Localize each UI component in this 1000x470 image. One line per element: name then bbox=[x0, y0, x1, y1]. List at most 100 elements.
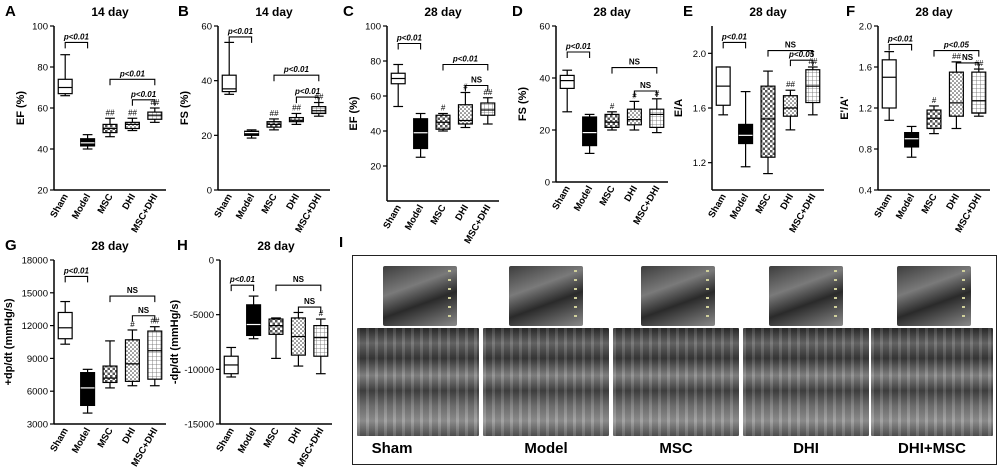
box-msc-dhi-c bbox=[480, 102, 496, 116]
significance-mark-dhi-a: ## bbox=[128, 108, 137, 117]
box-model-f bbox=[904, 132, 920, 148]
echo-label-msc: MSC bbox=[659, 440, 693, 457]
significance-bracket-e-0 bbox=[722, 41, 747, 49]
box-sham-b bbox=[221, 74, 237, 93]
significance-bracket-b-1 bbox=[273, 74, 320, 82]
x-tick-label-msc-a: MSC bbox=[96, 192, 116, 216]
box-msc-g bbox=[102, 365, 118, 384]
significance-label-d-2: NS bbox=[640, 81, 652, 90]
y-tick-label-d: 60 bbox=[539, 22, 550, 33]
significance-label-c-1: p<0.01 bbox=[452, 55, 479, 64]
box-sham-a bbox=[57, 78, 73, 95]
chart-title-a: 14 day bbox=[91, 5, 129, 19]
significance-bracket-h-0 bbox=[230, 284, 255, 292]
significance-label-b-2: p<0.01 bbox=[294, 87, 321, 96]
y-tick-label-g: 15000 bbox=[22, 288, 48, 299]
box-msc-h bbox=[268, 318, 284, 335]
echo-2d-image-model bbox=[509, 266, 583, 326]
significance-label-b-1: p<0.01 bbox=[283, 65, 310, 74]
y-tick-label-h: -10000 bbox=[184, 365, 214, 376]
box-msc-dhi-d bbox=[649, 108, 665, 128]
significance-bracket-e-1 bbox=[767, 50, 814, 57]
significance-mark-msc-b: ## bbox=[270, 109, 279, 118]
box-model-d bbox=[582, 116, 598, 147]
echo-column-dhi: DHI bbox=[743, 256, 869, 464]
x-tick-label-sham-c: Sham bbox=[381, 203, 403, 231]
significance-label-h-0: p<0.01 bbox=[229, 275, 256, 284]
panel-letter-e: E bbox=[683, 3, 693, 20]
box-msc-dhi-g bbox=[147, 330, 163, 380]
x-tick-label-msc-c: MSC bbox=[429, 203, 449, 227]
chart-title-e: 28 day bbox=[749, 5, 787, 19]
echo-2d-image-msc bbox=[641, 266, 715, 326]
x-tick-label-model-d: Model bbox=[572, 184, 595, 213]
significance-label-b-0: p<0.01 bbox=[227, 27, 254, 36]
significance-bracket-f-2 bbox=[955, 62, 980, 69]
echo-label-sham: Sham bbox=[371, 440, 413, 457]
significance-bracket-g-0 bbox=[64, 275, 89, 283]
echo-mmode-image-dhi bbox=[743, 328, 869, 436]
x-tick-label-dhi-b: DHI bbox=[284, 192, 302, 212]
y-tick-label-g: 6000 bbox=[27, 387, 48, 398]
significance-bracket-h-2 bbox=[297, 306, 322, 314]
significance-label-a-0: p<0.01 bbox=[63, 32, 90, 41]
significance-bracket-e-2 bbox=[789, 59, 814, 67]
x-tick-label-model-g: Model bbox=[70, 426, 93, 455]
y-axis-label-a: EF (%) bbox=[15, 91, 27, 126]
significance-mark-msc-f: # bbox=[932, 96, 937, 105]
x-tick-label-sham-d: Sham bbox=[550, 184, 572, 212]
y-tick-label-g: 18000 bbox=[22, 256, 48, 267]
y-tick-label-c: 20 bbox=[370, 162, 381, 173]
x-tick-label-dhi-c: DHI bbox=[453, 203, 471, 223]
echo-mmode-image-sham bbox=[357, 328, 479, 436]
significance-label-e-0: p<0.01 bbox=[721, 32, 748, 41]
chart-title-c: 28 day bbox=[424, 5, 462, 19]
significance-bracket-d-1 bbox=[611, 67, 658, 74]
significance-bracket-g-2 bbox=[131, 315, 156, 322]
significance-label-a-2: p<0.01 bbox=[130, 90, 157, 99]
significance-mark-dhi-e: ## bbox=[786, 80, 795, 89]
y-tick-label-e: 1.2 bbox=[693, 158, 706, 169]
significance-bracket-a-1 bbox=[109, 78, 156, 86]
chart-a: A 14 day 20 40 60 80 100 EF (%) Sham Model ## MSC ##… bbox=[5, 3, 166, 235]
x-tick-label-sham-a: Sham bbox=[48, 192, 70, 220]
significance-bracket-c-1 bbox=[442, 63, 489, 71]
echo-mmode-image-msc bbox=[613, 328, 739, 436]
x-tick-label-model-b: Model bbox=[234, 192, 257, 221]
echo-2d-image-dhi bbox=[769, 266, 843, 326]
y-tick-label-d: 40 bbox=[539, 74, 550, 85]
significance-label-g-2: NS bbox=[138, 306, 150, 315]
x-tick-label-msc-e: MSC bbox=[754, 192, 774, 216]
x-tick-label-msc-f: MSC bbox=[920, 192, 940, 216]
x-tick-label-dhi-a: DHI bbox=[120, 192, 138, 212]
x-tick-label-sham-f: Sham bbox=[872, 192, 894, 220]
x-tick-label-model-c: Model bbox=[403, 203, 426, 232]
x-tick-label-msc-h: MSC bbox=[262, 426, 282, 450]
box-model-e bbox=[738, 123, 754, 145]
significance-label-f-2: NS bbox=[962, 53, 974, 62]
y-axis-label-g: +dp/dt (mmHg/s) bbox=[3, 298, 15, 385]
significance-mark-msc-dhi-c: ## bbox=[483, 88, 492, 97]
box-dhi-g bbox=[124, 339, 140, 382]
significance-bracket-b-2 bbox=[295, 96, 320, 104]
box-model-h bbox=[246, 304, 262, 337]
significance-bracket-g-1 bbox=[109, 295, 156, 303]
y-axis-label-h: -dp/dt (mmHg/s) bbox=[169, 300, 181, 385]
x-tick-label-msc-d: MSC bbox=[598, 184, 618, 208]
y-tick-label-f: 1.6 bbox=[859, 63, 872, 74]
significance-label-h-2: NS bbox=[304, 297, 316, 306]
y-tick-label-b: 0 bbox=[207, 186, 212, 197]
box-model-c bbox=[413, 118, 429, 150]
chart-title-g: 28 day bbox=[91, 239, 129, 253]
box-dhi-b bbox=[288, 116, 304, 123]
chart-g: G 28 day 3000 6000 9000 12000 15000 18000 +dp/dt… bbox=[3, 237, 166, 469]
box-msc-e bbox=[760, 85, 776, 158]
y-tick-label-e: 2.0 bbox=[693, 49, 706, 60]
y-axis-label-f: E'/A' bbox=[839, 96, 851, 120]
box-sham-f bbox=[881, 59, 897, 109]
echo-2d-image-sham bbox=[383, 266, 457, 326]
y-tick-label-c: 100 bbox=[365, 22, 381, 33]
